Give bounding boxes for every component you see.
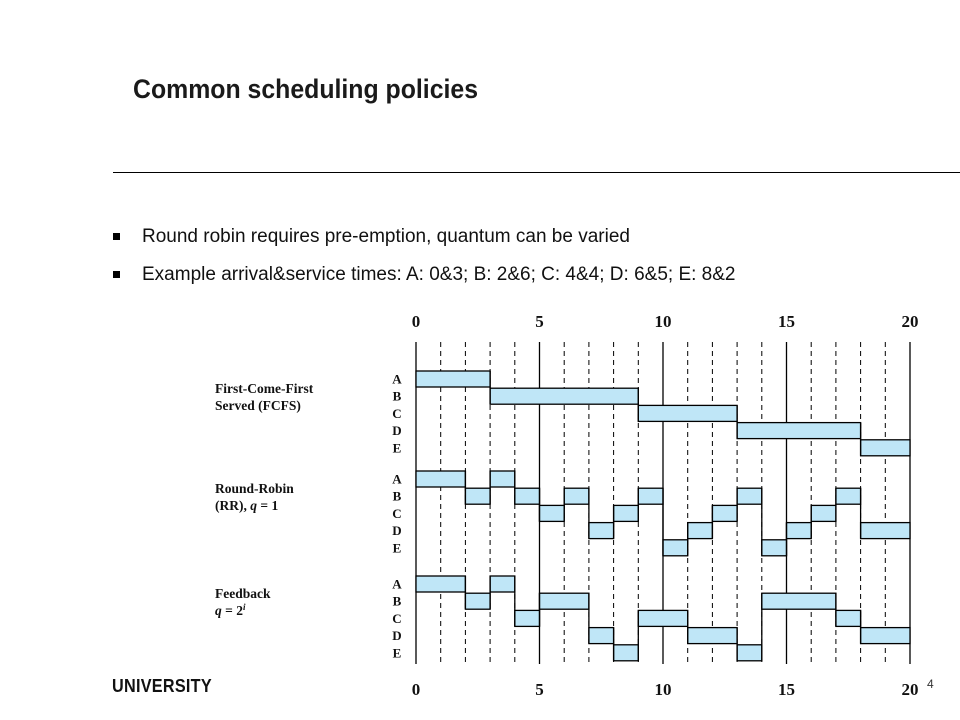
top-tick-label: 20 [902,312,919,331]
process-letter: A [392,472,402,487]
gantt-bar [464,592,491,610]
gantt-bar [687,521,714,540]
process-letter: B [393,594,402,609]
policy-label-line: (RR), q = 1 [215,498,278,513]
process-letter: D [392,628,401,643]
process-letter: A [392,577,402,592]
gantt-bar [637,404,738,423]
gantt-bar [736,421,862,440]
gantt-bar [612,644,639,662]
gantt-bar [612,504,639,523]
title-divider [113,172,960,173]
process-letter: E [393,440,402,455]
top-tick-label: 0 [412,312,421,331]
gantt-bar [761,539,788,557]
bottom-tick-label: 15 [778,680,795,699]
bottom-tick-label: 10 [655,680,672,699]
gantt-bar [637,487,664,505]
gantt-bar [859,439,911,457]
top-tick-label: 15 [778,312,795,331]
policy-label-line: Feedback [215,586,271,601]
gantt-bar [835,487,862,505]
gantt-bar [637,609,689,628]
gantt-bar [785,521,812,540]
square-bullet-icon [113,271,120,278]
slide-title: Common scheduling policies [133,74,479,104]
process-letter: B [393,389,402,404]
gantt-bar [859,521,911,540]
process-letter: C [392,611,401,626]
gantt-bar [415,370,491,388]
process-letter: E [393,645,402,660]
policy-label-line: Served (FCFS) [215,398,301,413]
university-logo: UNIVERSITY [112,676,212,696]
top-tick-label: 5 [535,312,544,331]
gantt-bar [810,504,837,523]
process-letter: D [392,423,401,438]
page-number: 4 [927,677,934,691]
bullet-text: Round robin requires pre-emption, quantu… [142,226,630,247]
gantt-bar [859,626,911,645]
gantt-bar [489,470,516,488]
process-letter: A [392,372,402,387]
policy-label-line: Round-Robin [215,481,294,496]
gantt-bar [835,609,862,628]
gantt-bar [514,487,541,505]
process-letter: D [392,523,401,538]
bottom-tick-label: 5 [535,680,544,699]
gantt-bar [736,487,763,505]
process-letter: E [393,540,402,555]
gantt-bar [415,470,467,488]
gantt-bar [538,592,590,610]
gantt-bar [761,592,837,610]
process-letter: C [392,406,401,421]
gantt-bar [687,626,738,645]
policy-label-line: First-Come-First [215,381,314,396]
gantt-bar [415,575,467,593]
gantt-bar [588,521,615,540]
gantt-bar [736,644,763,662]
gantt-bar [489,575,516,593]
bullet-text: Example arrival&service times: A: 0&3; B… [142,264,736,285]
policy-label-line: q = 2i [215,602,246,618]
process-letter: C [392,506,401,521]
gantt-bar [514,609,541,628]
gantt-bar [588,626,615,645]
top-tick-label: 10 [655,312,672,331]
bottom-tick-label: 0 [412,680,421,699]
gantt-bar [464,487,491,505]
gantt-bar [662,539,689,557]
square-bullet-icon [113,233,120,240]
process-letter: B [393,489,402,504]
gantt-bar [538,504,565,523]
gantt-bar [711,504,738,523]
gantt-bar [489,387,639,405]
gantt-bar [563,487,590,505]
bottom-tick-label: 20 [902,680,919,699]
